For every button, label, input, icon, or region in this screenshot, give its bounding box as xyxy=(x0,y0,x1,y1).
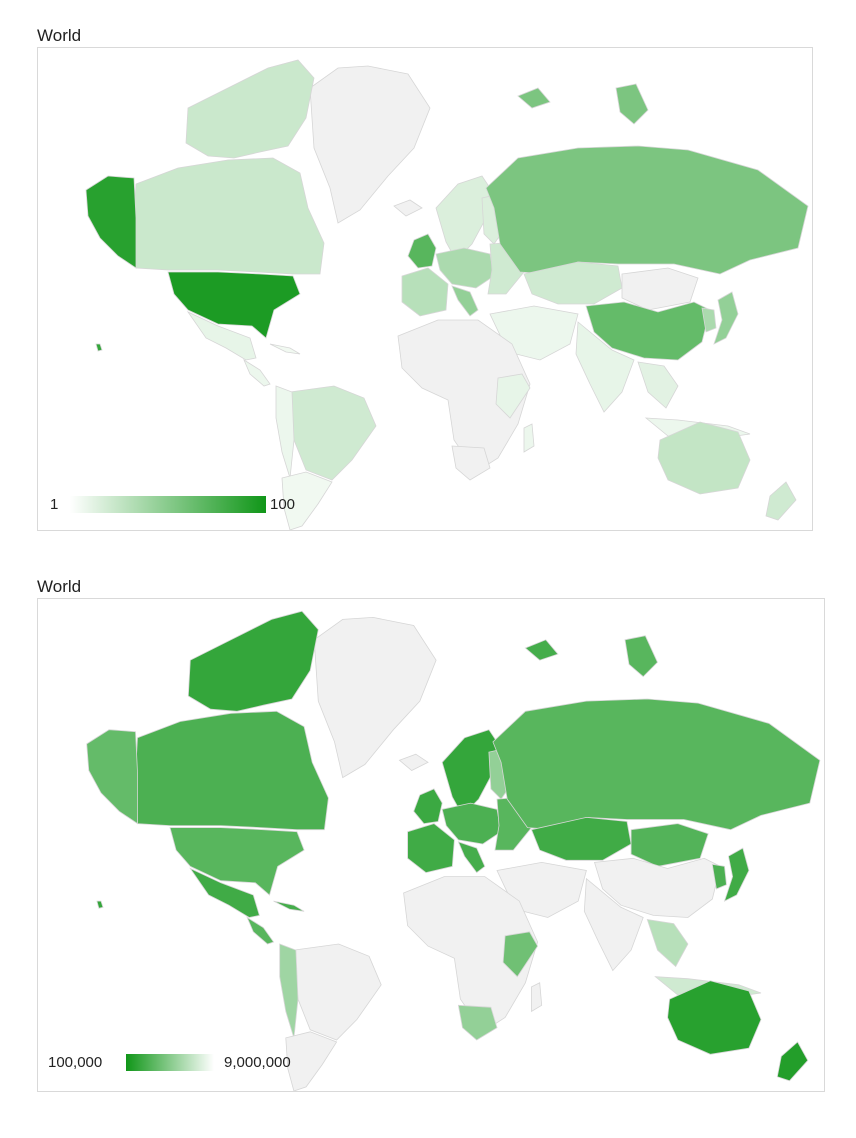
region-japan[interactable] xyxy=(723,847,750,902)
region-east-africa[interactable] xyxy=(495,373,531,419)
legend-min-label: 100,000 xyxy=(48,1054,103,1071)
region-greenland[interactable] xyxy=(309,65,431,224)
legend-max-label: 9,000,000 xyxy=(224,1054,291,1071)
region-mongolia[interactable] xyxy=(630,823,709,867)
region-hawaii[interactable] xyxy=(96,900,104,909)
region-japan[interactable] xyxy=(713,291,739,345)
region-southeast-asia[interactable] xyxy=(637,361,679,409)
region-central-america[interactable] xyxy=(243,358,271,387)
legend-max-label: 100 xyxy=(270,496,296,513)
region-france-iberia[interactable] xyxy=(401,267,449,317)
region-argentina-chile[interactable] xyxy=(285,1031,338,1091)
world-map-svg[interactable] xyxy=(38,599,824,1091)
legend-min-label: 1 xyxy=(50,496,59,513)
region-canada[interactable] xyxy=(133,157,325,275)
region-south-africa[interactable] xyxy=(451,445,491,481)
region-south-africa[interactable] xyxy=(457,1004,498,1041)
region-new-zealand[interactable] xyxy=(765,481,797,521)
region-uk-ireland[interactable] xyxy=(413,788,443,825)
region-madagascar[interactable] xyxy=(531,982,543,1013)
region-new-zealand[interactable] xyxy=(776,1041,809,1082)
region-kazakhstan[interactable] xyxy=(530,816,632,861)
region-brazil[interactable] xyxy=(289,385,377,481)
region-korea[interactable] xyxy=(711,863,727,890)
region-russia[interactable] xyxy=(492,698,821,831)
region-kazakhstan[interactable] xyxy=(523,261,623,305)
geochart-map[interactable]: 100,000 9,000,000 xyxy=(37,598,825,1092)
region-italy[interactable] xyxy=(451,285,479,317)
region-iceland[interactable] xyxy=(393,199,423,217)
region-central-america[interactable] xyxy=(246,916,275,945)
region-alaska[interactable] xyxy=(86,729,138,825)
region-central-europe[interactable] xyxy=(441,802,502,845)
region-russian-islands[interactable] xyxy=(624,635,658,678)
legend-gradient-bar xyxy=(126,1054,214,1071)
region-svalbard[interactable] xyxy=(517,87,551,109)
region-madagascar[interactable] xyxy=(523,423,535,453)
region-canadian-arctic[interactable] xyxy=(185,59,315,159)
region-china[interactable] xyxy=(585,301,711,361)
region-caribbean[interactable] xyxy=(273,900,305,912)
region-southeast-asia[interactable] xyxy=(646,919,689,968)
region-italy[interactable] xyxy=(457,841,486,874)
region-alaska[interactable] xyxy=(85,175,137,269)
region-mexico[interactable] xyxy=(186,311,257,361)
region-hawaii[interactable] xyxy=(95,343,103,352)
region-mexico[interactable] xyxy=(189,867,260,918)
region-canada[interactable] xyxy=(135,710,329,831)
region-andes[interactable] xyxy=(275,385,295,479)
region-russian-islands[interactable] xyxy=(615,83,649,125)
region-australia[interactable] xyxy=(657,421,751,495)
map-title: World xyxy=(37,26,82,45)
region-china[interactable] xyxy=(593,857,721,918)
region-france-iberia[interactable] xyxy=(407,823,455,874)
region-svalbard[interactable] xyxy=(524,639,559,661)
region-africa[interactable] xyxy=(397,319,531,473)
region-india[interactable] xyxy=(575,321,635,413)
region-mongolia[interactable] xyxy=(621,267,699,311)
region-andes[interactable] xyxy=(279,943,299,1039)
world-map-svg[interactable] xyxy=(38,48,812,530)
region-africa[interactable] xyxy=(403,876,539,1033)
region-united-states[interactable] xyxy=(169,827,305,896)
region-iceland[interactable] xyxy=(398,753,429,771)
region-korea[interactable] xyxy=(701,307,717,333)
legend-gradient-bar xyxy=(70,496,266,513)
region-brazil[interactable] xyxy=(293,943,382,1041)
region-greenland[interactable] xyxy=(313,616,437,779)
region-russia[interactable] xyxy=(485,145,809,275)
map-title: World xyxy=(37,577,82,596)
region-australia[interactable] xyxy=(667,980,762,1055)
region-central-europe[interactable] xyxy=(435,247,495,289)
region-argentina-chile[interactable] xyxy=(281,471,333,530)
region-caribbean[interactable] xyxy=(269,343,301,355)
region-canadian-arctic[interactable] xyxy=(187,610,319,712)
geochart-map[interactable]: 1 100 xyxy=(37,47,813,531)
region-uk-ireland[interactable] xyxy=(407,233,437,269)
region-east-africa[interactable] xyxy=(502,931,539,978)
region-india[interactable] xyxy=(583,877,644,972)
region-united-states[interactable] xyxy=(167,271,301,339)
